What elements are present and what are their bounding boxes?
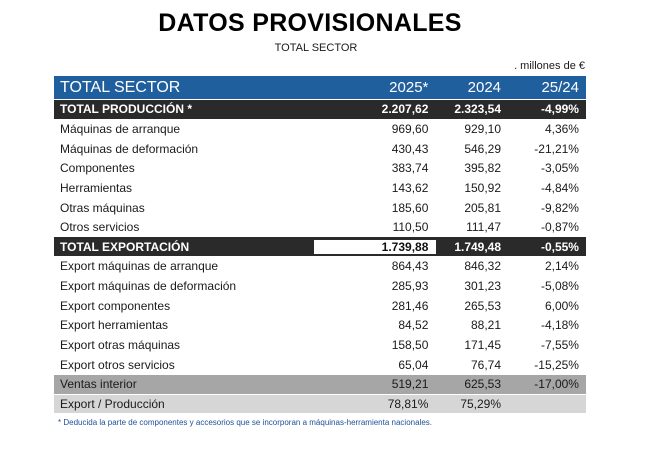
row-2024: 76,74 [471, 357, 502, 372]
row-label: Ventas interior [60, 377, 137, 392]
table-row: Export herramientas 84,52 88,21 -4,18% [54, 316, 586, 336]
row-label: Máquinas de deformación [60, 141, 199, 156]
row-change: -17,00% [534, 377, 579, 392]
table-row-total-exportacion: TOTAL EXPORTACIÓN 1.739,88 1.749,48 -0,5… [54, 237, 586, 258]
row-2024: 301,23 [464, 279, 502, 294]
row-2025: 281,46 [391, 298, 429, 313]
page-title: DATOS PROVISIONALES [158, 9, 462, 37]
table-row: Export máquinas de arranque 864,43 846,3… [54, 257, 586, 277]
page-subtitle: TOTAL SECTOR [274, 42, 358, 54]
row-2024: 625,53 [464, 377, 502, 392]
row-2025: 84,52 [398, 318, 429, 333]
row-change: -3,05% [540, 161, 579, 176]
row-2025: 864,43 [391, 259, 429, 274]
row-2024: 111,47 [466, 220, 502, 235]
row-change: -0,87% [540, 220, 579, 235]
row-2025: 65,04 [398, 357, 429, 372]
row-change: 6,00% [544, 298, 579, 313]
table-row: Máquinas de arranque 969,60 929,10 4,36% [54, 120, 586, 140]
row-change: 2,14% [544, 259, 579, 274]
row-label: Export herramientas [60, 318, 169, 333]
row-change: -21,21% [534, 141, 579, 156]
row-label: Export otros servicios [60, 357, 175, 372]
row-2025: 78,81% [387, 396, 429, 411]
row-2024: 265,53 [464, 298, 502, 313]
row-change: -4,18% [540, 318, 579, 333]
units-label: . millones de € [514, 60, 585, 72]
row-2024: 1.749,48 [454, 239, 502, 254]
row-label: Export componentes [60, 298, 171, 313]
row-label: TOTAL PRODUCCIÓN * [60, 102, 193, 117]
row-label: Export máquinas de arranque [60, 259, 219, 274]
table-row: Componentes 383,74 395,82 -3,05% [54, 159, 586, 179]
row-2024: 150,92 [464, 180, 502, 195]
row-2024: 88,21 [471, 318, 502, 333]
table-row: Export otras máquinas 158,50 171,45 -7,5… [54, 336, 586, 356]
table-row: Export componentes 281,46 265,53 6,00% [54, 296, 586, 317]
footnote: * Deducida la parte de componentes y acc… [58, 418, 432, 427]
row-label: Componentes [60, 161, 135, 176]
row-2024: 546,29 [464, 141, 502, 156]
header-label: TOTAL SECTOR [60, 78, 181, 96]
table-row: Export otros servicios 65,04 76,74 -15,2… [54, 355, 586, 375]
row-label: TOTAL EXPORTACIÓN [60, 239, 190, 254]
row-change: -9,82% [540, 200, 579, 215]
row-label: Export / Producción [60, 396, 165, 411]
table-row: Máquinas de deformación 430,43 546,29 -2… [54, 139, 586, 159]
row-2025: 2.207,62 [381, 102, 429, 117]
row-change: -15,25% [534, 357, 579, 372]
row-change: -5,08% [540, 279, 579, 294]
row-label: Máquinas de arranque [60, 121, 181, 136]
table-row-ventas-interior: Ventas interior 519,21 625,53 -17,00% [54, 374, 586, 395]
table-row: Herramientas 143,62 150,92 -4,84% [54, 179, 586, 199]
row-2024: 929,10 [464, 121, 502, 136]
row-2025: 430,43 [391, 141, 429, 156]
row-2024: 171,45 [464, 338, 502, 352]
row-label: Herramientas [60, 180, 133, 195]
row-2025: 110,50 [392, 220, 429, 235]
header-2025: 2025* [389, 79, 429, 96]
header-2024: 2024 [467, 79, 502, 96]
row-2025: 285,93 [391, 279, 429, 294]
row-change: -4,99% [540, 102, 579, 117]
row-label: Export máquinas de deformación [60, 279, 237, 294]
row-2025: 143,62 [391, 180, 429, 195]
row-2025: 383,74 [391, 161, 429, 176]
row-2025: 1.739,88 [314, 239, 437, 254]
row-change: -4,84% [540, 180, 579, 195]
row-2025: 185,60 [391, 200, 429, 215]
header-change: 25/24 [541, 79, 579, 96]
row-change: -0,55% [540, 239, 579, 254]
row-label: Otras máquinas [60, 200, 145, 215]
row-2025: 969,60 [391, 121, 429, 136]
table-row-total-produccion: TOTAL PRODUCCIÓN * 2.207,62 2.323,54 -4,… [54, 100, 586, 120]
row-label: Export otras máquinas [60, 338, 181, 352]
row-2025: 158,50 [391, 338, 429, 352]
row-change: -7,55% [540, 338, 579, 352]
row-2024: 846,32 [464, 259, 502, 274]
table-row-export-produccion: Export / Producción 78,81% 75,29% [54, 394, 586, 415]
row-2024: 395,82 [464, 161, 502, 176]
data-table: TOTAL SECTOR 2025* 2024 25/24 TOTAL PROD… [54, 76, 586, 415]
row-change: 4,36% [544, 121, 579, 136]
row-2024: 2.323,54 [454, 102, 502, 117]
row-2025: 519,21 [391, 377, 429, 392]
row-label: Otros servicios [60, 220, 140, 235]
table-row: Otros servicios 110,50 111,47 -0,87% [54, 218, 586, 238]
table-row: Otras máquinas 185,60 205,81 -9,82% [54, 198, 586, 218]
row-2024: 75,29% [460, 396, 502, 411]
row-2024: 205,81 [464, 200, 502, 215]
table-row: Export máquinas de deformación 285,93 30… [54, 277, 586, 297]
table-header: TOTAL SECTOR 2025* 2024 25/24 [54, 76, 586, 100]
